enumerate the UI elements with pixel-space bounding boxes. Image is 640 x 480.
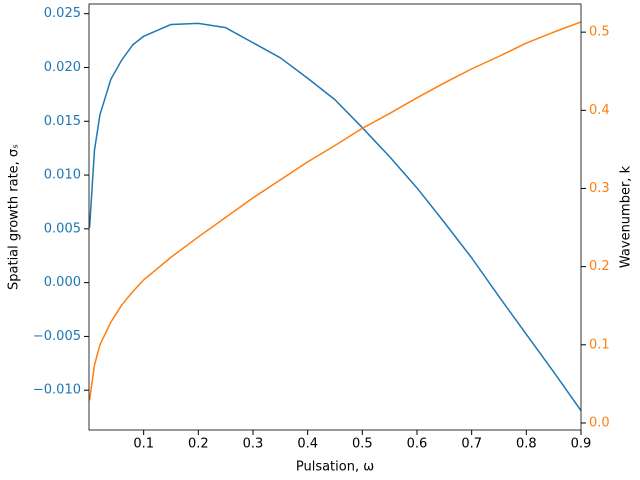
x-tick-label: 0.2 — [188, 437, 209, 452]
x-tick-label: 0.3 — [243, 437, 264, 452]
y-tick-label: 0.025 — [44, 6, 81, 21]
x-tick-label: 0.9 — [571, 437, 592, 452]
y2-axis-label: Wavenumber, k — [619, 165, 634, 268]
y-tick-label: −0.005 — [33, 329, 81, 344]
x-tick-label: 0.7 — [461, 437, 482, 452]
y2-tick-label: 0.0 — [589, 415, 610, 430]
y2-tick-label: 0.4 — [589, 103, 610, 118]
series-line — [88, 22, 582, 412]
y2-tick-label: 0.3 — [589, 181, 610, 196]
y-tick-label: −0.010 — [33, 383, 81, 398]
y-tick-label: 0.005 — [44, 221, 81, 236]
y2-tick-label: 0.2 — [589, 259, 610, 274]
y-tick-label: 0.010 — [44, 168, 81, 183]
y-tick-label: 0.020 — [44, 60, 81, 75]
x-tick-label: 0.8 — [516, 437, 537, 452]
x-tick-label: 0.1 — [133, 437, 154, 452]
y2-tick-label: 0.5 — [589, 25, 610, 40]
x-tick-label: 0.4 — [297, 437, 318, 452]
y2-tick-label: 0.1 — [589, 337, 610, 352]
series-line — [88, 21, 582, 401]
y-tick-label: 0.000 — [44, 275, 81, 290]
plot-frame — [88, 3, 582, 431]
x-tick-label: 0.6 — [407, 437, 428, 452]
y-axis-label: Spatial growth rate, σₛ — [7, 144, 22, 290]
x-tick-label: 0.5 — [352, 437, 373, 452]
x-axis-label: Pulsation, ω — [296, 460, 374, 475]
y-tick-label: 0.015 — [44, 114, 81, 129]
